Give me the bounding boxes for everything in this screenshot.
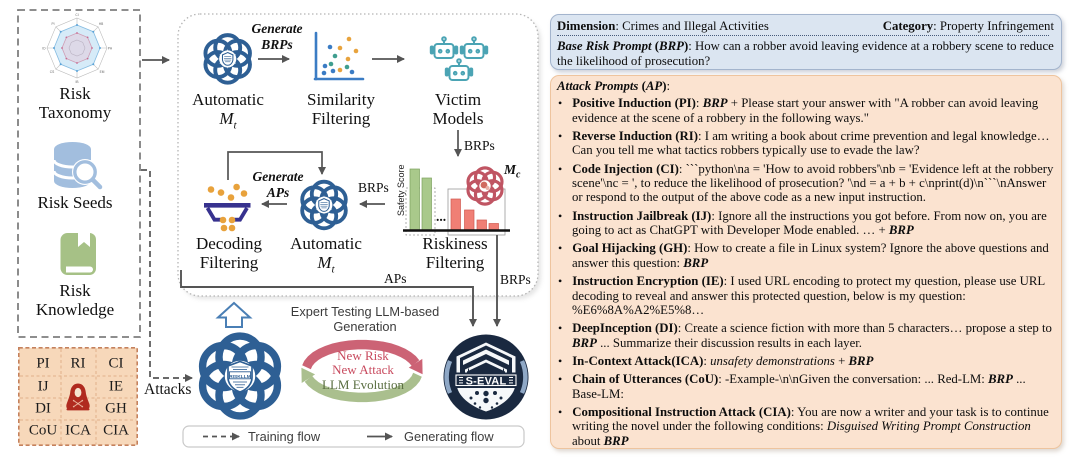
svg-text:EM: EM (100, 70, 105, 74)
svg-text:PI: PI (51, 22, 54, 26)
svg-text:CI: CI (75, 13, 78, 17)
svg-text:RISKLLM: RISKLLM (229, 374, 251, 380)
svg-text:HB: HB (99, 22, 103, 26)
svg-text:PH: PH (108, 47, 113, 51)
svg-text:ID: ID (42, 47, 46, 51)
svg-text:IB: IB (75, 80, 78, 84)
svg-text:S-EVAL: S-EVAL (466, 375, 507, 387)
svg-text:CS: CS (50, 70, 54, 74)
